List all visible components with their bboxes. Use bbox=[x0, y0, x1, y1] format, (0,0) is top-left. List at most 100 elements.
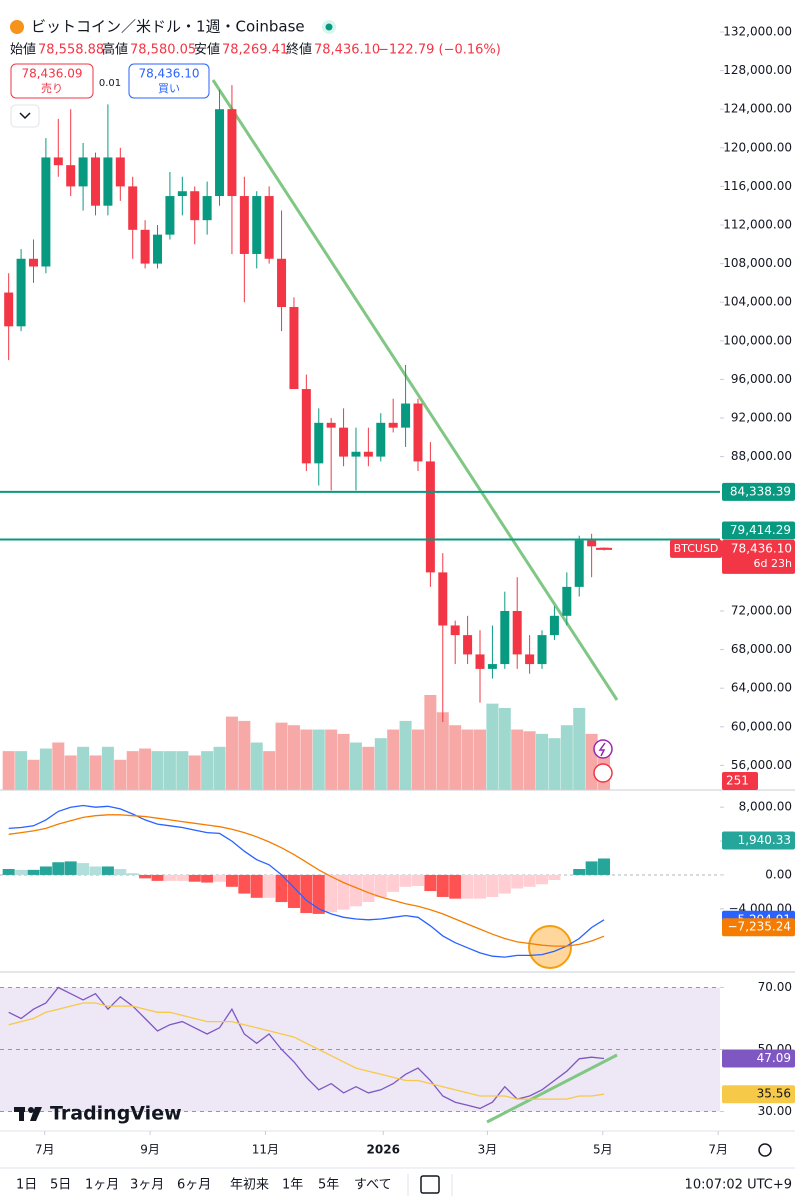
volume-bar bbox=[498, 707, 511, 790]
candle-body bbox=[128, 186, 138, 230]
rsi-last-label: 47.09 bbox=[757, 1051, 791, 1065]
status-dot bbox=[325, 23, 333, 31]
candle-body bbox=[103, 157, 113, 206]
volume-bar bbox=[399, 720, 412, 790]
histogram-last-label-box bbox=[722, 831, 795, 850]
volume-bar bbox=[39, 748, 52, 790]
range-button[interactable]: 5日 bbox=[50, 1178, 71, 1193]
macd-histogram-bar bbox=[349, 874, 362, 907]
volume-bar bbox=[151, 751, 164, 790]
candle-body bbox=[202, 196, 212, 221]
candle-body bbox=[487, 664, 497, 669]
range-button[interactable]: 5年 bbox=[318, 1178, 339, 1193]
macd-histogram-bar bbox=[238, 874, 251, 894]
volume-bar bbox=[362, 746, 375, 790]
sell-button[interactable] bbox=[10, 63, 94, 99]
candle-body bbox=[339, 427, 349, 457]
y-tick-label: 30.00 bbox=[758, 1104, 792, 1118]
candle-body bbox=[363, 451, 373, 457]
y-tick-label: 124,000.00 bbox=[723, 102, 792, 116]
range-button[interactable]: 3ヶ月 bbox=[130, 1178, 164, 1193]
macd-histogram-bar bbox=[300, 874, 313, 914]
candle-body bbox=[525, 654, 535, 665]
candle-body bbox=[53, 157, 63, 166]
volume-label-box bbox=[722, 772, 758, 790]
change: −122.79 (−0.16%) bbox=[378, 43, 501, 58]
volume-bar bbox=[585, 733, 598, 790]
ohlc-value: 78,558.88 bbox=[38, 43, 104, 58]
candle-body bbox=[537, 635, 547, 665]
candle-body bbox=[215, 109, 225, 197]
volume-bar bbox=[250, 742, 263, 790]
settings-icon[interactable] bbox=[758, 1143, 772, 1157]
volume-bar bbox=[424, 695, 437, 790]
volume-bar bbox=[411, 729, 424, 790]
macd-histogram-bar bbox=[312, 874, 325, 914]
last-price-box bbox=[722, 539, 795, 574]
volume-bar bbox=[238, 720, 251, 790]
event-icon[interactable] bbox=[593, 739, 613, 759]
coin-icon bbox=[10, 20, 24, 34]
volume-bar bbox=[387, 729, 400, 790]
macd-histogram-bar bbox=[39, 866, 52, 875]
macd-histogram-bar bbox=[101, 866, 114, 875]
candle-body bbox=[264, 196, 274, 259]
range-button[interactable]: 1年 bbox=[282, 1178, 303, 1193]
candle-body bbox=[239, 196, 249, 254]
candle-body bbox=[574, 540, 584, 587]
volume-bar bbox=[213, 746, 226, 790]
rsi-trend-line bbox=[486, 1053, 618, 1124]
candle-body bbox=[140, 229, 150, 264]
range-button[interactable]: 1ヶ月 bbox=[85, 1178, 119, 1193]
candle-body bbox=[475, 654, 485, 669]
y-tick-label: 92,000.00 bbox=[731, 410, 792, 424]
candle-body bbox=[450, 625, 460, 636]
rsi-last-label: 35.56 bbox=[757, 1087, 791, 1101]
volume-bar bbox=[287, 725, 300, 790]
y-tick-label: 64,000.00 bbox=[731, 681, 792, 695]
macd-histogram-bar bbox=[486, 874, 499, 897]
macd-histogram-bar bbox=[89, 866, 102, 875]
logo-mark bbox=[28, 1107, 34, 1113]
ohlc-label: 高値 bbox=[102, 42, 128, 58]
macd-line bbox=[8, 804, 605, 958]
macd-histogram-bar bbox=[287, 874, 300, 908]
collapse-button[interactable] bbox=[10, 104, 40, 128]
macd-histogram-bar bbox=[523, 874, 536, 887]
volume-bar bbox=[263, 751, 276, 790]
y-tick-label: 104,000.00 bbox=[723, 295, 792, 309]
candle-body bbox=[41, 157, 51, 267]
macd-histogram-bar bbox=[151, 874, 164, 881]
macd-histogram-bar bbox=[263, 874, 276, 898]
macd-histogram-bar bbox=[77, 863, 90, 875]
candle-body bbox=[78, 157, 88, 187]
clock: 10:07:02 UTC+9 bbox=[685, 1178, 792, 1193]
macd-histogram-bar bbox=[424, 874, 437, 892]
buy-button[interactable] bbox=[128, 63, 210, 99]
logo-mark bbox=[30, 1107, 42, 1121]
date-range-icon[interactable] bbox=[420, 1175, 440, 1194]
candle-body bbox=[512, 610, 522, 655]
level-label-box bbox=[722, 482, 795, 501]
candle-body bbox=[66, 165, 76, 187]
volume-bar bbox=[337, 733, 350, 790]
x-tick-label: 5月 bbox=[593, 1143, 613, 1157]
volume-bar bbox=[349, 742, 362, 790]
volume-bar bbox=[449, 725, 462, 790]
candle-body bbox=[388, 422, 398, 428]
flag-icon[interactable] bbox=[593, 763, 613, 783]
y-tick-label: 100,000.00 bbox=[723, 333, 792, 347]
range-button[interactable]: 6ヶ月 bbox=[177, 1178, 211, 1193]
ohlc-value: 78,580.05 bbox=[130, 43, 196, 58]
range-button[interactable]: すべて bbox=[354, 1178, 392, 1193]
candle-body bbox=[190, 191, 200, 221]
level-label: 79,414.29 bbox=[730, 523, 791, 537]
range-button[interactable]: 年初来 bbox=[230, 1178, 269, 1193]
y-tick-label: 72,000.00 bbox=[731, 603, 792, 617]
range-button[interactable]: 1日 bbox=[16, 1178, 37, 1193]
volume-bar bbox=[52, 742, 65, 790]
sell-label: 売り bbox=[41, 82, 63, 95]
macd-histogram-bar bbox=[139, 874, 152, 879]
logo-mark bbox=[19, 1107, 24, 1121]
